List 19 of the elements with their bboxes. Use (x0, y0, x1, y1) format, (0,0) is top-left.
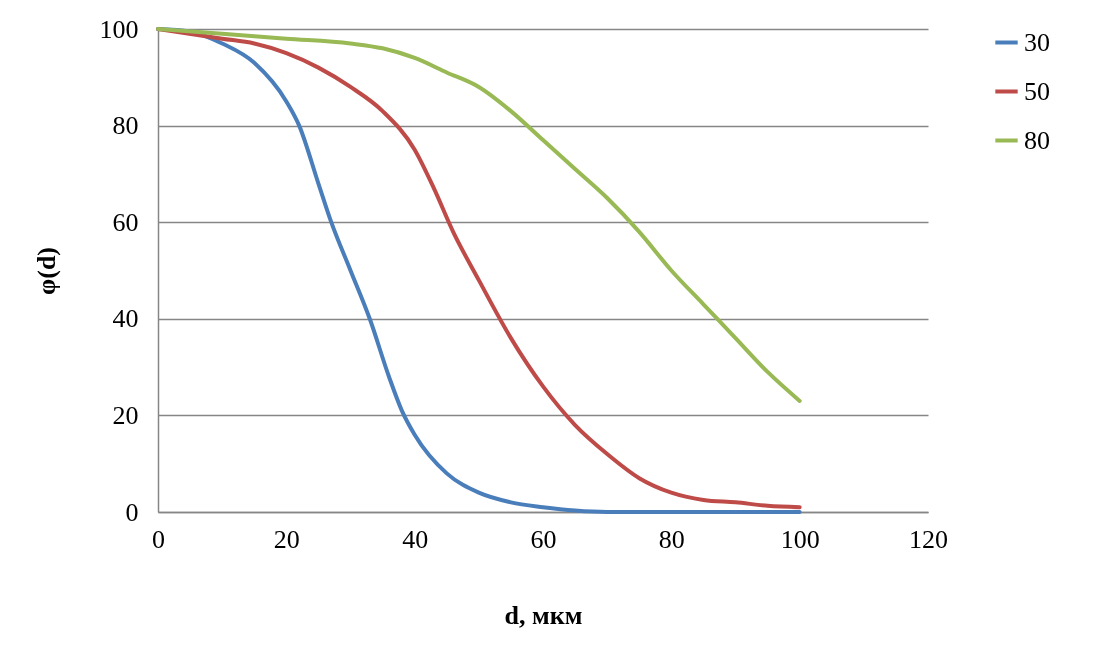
y-tick-label: 0 (125, 497, 139, 527)
y-tick-label: 80 (112, 111, 139, 141)
x-axis-title: d, мкм (504, 600, 583, 630)
x-tick-label: 0 (152, 524, 165, 554)
x-tick-label: 120 (909, 524, 948, 554)
x-tick-label: 100 (780, 524, 820, 554)
y-tick-label: 60 (112, 207, 139, 237)
x-tick-label: 80 (658, 524, 685, 554)
y-tick-label: 20 (112, 400, 139, 430)
y-axis-title: φ(d) (31, 246, 61, 296)
y-tick-label: 40 (112, 304, 139, 334)
line-series (156, 27, 802, 403)
x-tick-label: 40 (402, 524, 429, 554)
y-tick-label: 100 (99, 14, 139, 44)
legend-label: 50 (1024, 76, 1050, 106)
x-tick-label: 60 (530, 524, 557, 554)
x-tick-label: 20 (273, 524, 300, 554)
legend-label: 80 (1024, 125, 1050, 155)
legend-label: 30 (1024, 27, 1050, 57)
